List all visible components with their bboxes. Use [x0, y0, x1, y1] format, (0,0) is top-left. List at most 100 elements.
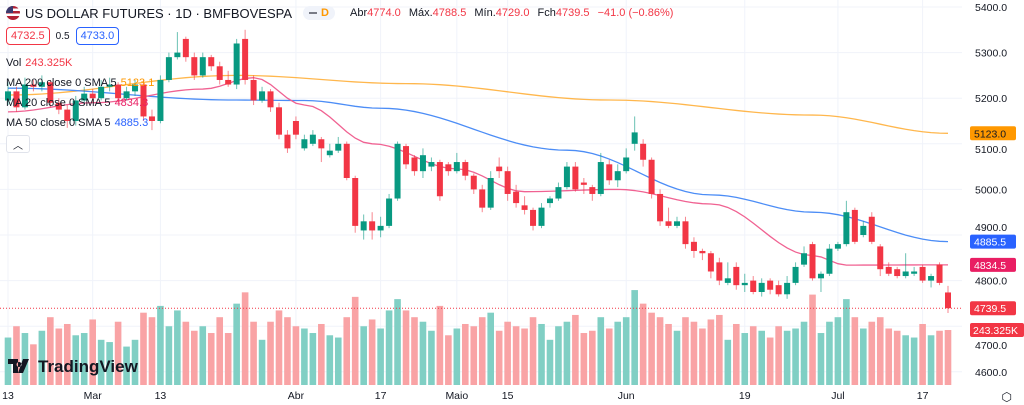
candle-body[interactable] [106, 84, 113, 87]
candle-body[interactable] [360, 221, 367, 231]
candle-body[interactable] [259, 91, 266, 101]
candle-body[interactable] [453, 162, 460, 172]
candle-body[interactable] [682, 221, 689, 245]
candle-body[interactable] [555, 187, 562, 199]
candle-body[interactable] [225, 79, 232, 85]
indicator-ma200[interactable]: MA 200 close 0 SMA 5 5123.1 [6, 73, 678, 93]
candle-body[interactable] [945, 292, 951, 309]
candle-body[interactable] [894, 269, 901, 277]
candle-body[interactable] [750, 280, 757, 292]
candle-body[interactable] [877, 246, 884, 270]
candle-body[interactable] [657, 193, 664, 222]
candle-body[interactable] [394, 143, 401, 199]
candle-body[interactable] [911, 271, 918, 274]
candle-body[interactable] [386, 198, 393, 226]
candle-body[interactable] [707, 253, 714, 272]
candle-body[interactable] [38, 82, 45, 87]
candle-body[interactable] [132, 84, 139, 92]
candle-body[interactable] [801, 253, 808, 265]
candle-body[interactable] [572, 166, 579, 190]
candle-body[interactable] [182, 38, 189, 58]
candle-body[interactable] [479, 189, 486, 208]
settings-gear-icon[interactable]: ⬡ [1001, 390, 1012, 404]
candle-body[interactable] [538, 207, 545, 226]
candle-body[interactable] [640, 143, 647, 160]
candle-body[interactable] [267, 91, 274, 108]
candle-body[interactable] [275, 107, 282, 135]
candle-body[interactable] [352, 178, 359, 226]
buy-button[interactable]: 4733.0 [75, 27, 120, 45]
candle-body[interactable] [504, 171, 511, 194]
candle-body[interactable] [648, 159, 655, 194]
candle-body[interactable] [284, 134, 291, 149]
candle-body[interactable] [403, 146, 410, 165]
candle-body[interactable] [851, 209, 858, 242]
candle-body[interactable] [157, 79, 164, 121]
candle-body[interactable] [343, 143, 350, 178]
candle-body[interactable] [690, 241, 697, 251]
candle-body[interactable] [724, 278, 731, 283]
candle-body[interactable] [165, 57, 172, 80]
candle-body[interactable] [775, 285, 782, 295]
candle-body[interactable] [250, 79, 257, 101]
indicator-volume[interactable]: Vol 243.325K [6, 53, 678, 73]
candle-body[interactable] [242, 38, 249, 80]
candle-body[interactable] [47, 82, 54, 103]
candle-body[interactable] [928, 276, 935, 281]
sell-button[interactable]: 4732.5 [6, 27, 50, 45]
symbol-title[interactable]: US DOLLAR FUTURES · 1D · BMFBOVESPA [25, 5, 293, 21]
candle-body[interactable] [115, 84, 122, 99]
candle-body[interactable] [199, 57, 206, 76]
candle-body[interactable] [377, 225, 384, 231]
candle-body[interactable] [597, 162, 604, 194]
candle-body[interactable] [936, 264, 943, 283]
candle-body[interactable] [301, 139, 308, 149]
candle-body[interactable] [496, 166, 503, 172]
candle-body[interactable] [563, 166, 570, 188]
candle-body[interactable] [589, 187, 596, 194]
candle-body[interactable] [233, 43, 240, 85]
candle-body[interactable] [843, 212, 850, 245]
candle-body[interactable] [411, 157, 418, 172]
candle-body[interactable] [123, 91, 130, 99]
candle-body[interactable] [767, 280, 774, 290]
candle-body[interactable] [462, 162, 469, 176]
candle-body[interactable] [623, 157, 630, 172]
candle-body[interactable] [521, 205, 528, 210]
candle-body[interactable] [72, 100, 79, 121]
candle-body[interactable] [580, 182, 587, 185]
candle-body[interactable] [292, 121, 299, 135]
candle-body[interactable] [148, 116, 155, 121]
candle-body[interactable] [513, 191, 520, 204]
candle-body[interactable] [445, 164, 452, 172]
candle-body[interactable] [140, 84, 147, 117]
candle-body[interactable] [13, 91, 20, 108]
candle-body[interactable] [335, 143, 342, 151]
candle-body[interactable] [784, 282, 791, 295]
candle-body[interactable] [436, 162, 443, 197]
candle-body[interactable] [716, 262, 723, 281]
candle-body[interactable] [530, 209, 537, 226]
candle-body[interactable] [470, 175, 477, 190]
candle-body[interactable] [758, 282, 765, 292]
candle-body[interactable] [326, 150, 333, 156]
candle-body[interactable] [809, 244, 816, 279]
candle-body[interactable] [674, 221, 681, 226]
indicator-ma50[interactable]: MA 50 close 0 SMA 5 4885.3 [6, 113, 678, 133]
candle-body[interactable] [318, 139, 325, 149]
candle-body[interactable] [21, 84, 28, 108]
candle-body[interactable] [30, 84, 37, 87]
candle-body[interactable] [699, 250, 706, 254]
candle-body[interactable] [98, 86, 105, 99]
candle-body[interactable] [614, 171, 621, 181]
candle-body[interactable] [5, 91, 11, 101]
candle-body[interactable] [902, 271, 909, 277]
candle-body[interactable] [81, 93, 88, 101]
candle-body[interactable] [216, 66, 223, 80]
candle-body[interactable] [834, 244, 841, 249]
candle-body[interactable] [64, 109, 71, 121]
candle-body[interactable] [919, 266, 926, 281]
market-status-badge[interactable]: D [303, 6, 335, 20]
collapse-legend-button[interactable]: ︿ [6, 135, 30, 153]
